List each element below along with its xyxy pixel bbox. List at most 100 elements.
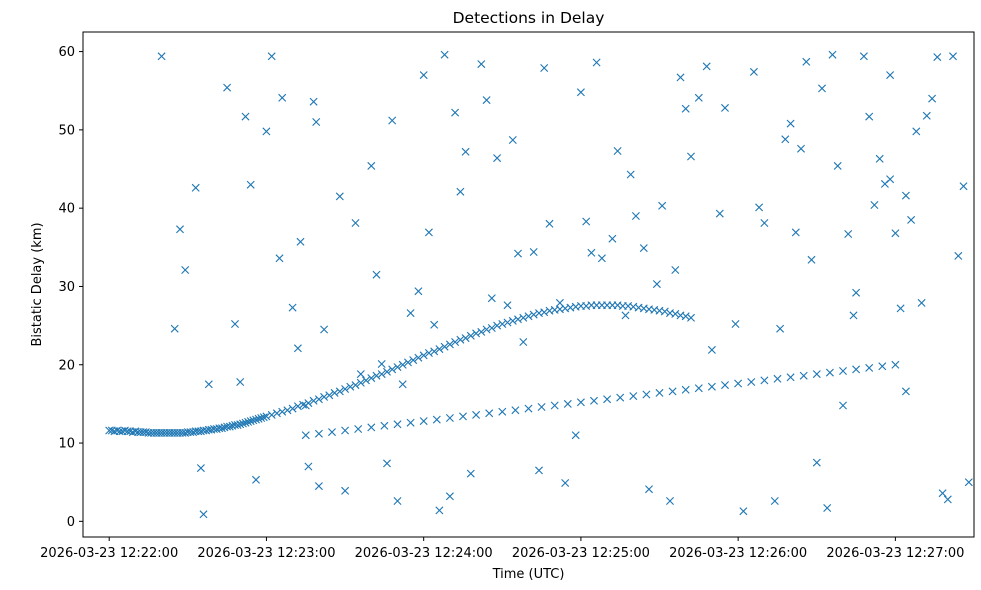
y-tick-label: 30	[58, 280, 75, 295]
data-point	[314, 395, 323, 404]
y-tick-label: 50	[58, 123, 75, 138]
data-point	[514, 315, 522, 324]
data-point	[393, 363, 402, 372]
data-point	[346, 382, 355, 391]
data-point	[466, 331, 475, 340]
data-point	[587, 248, 596, 257]
data-point	[451, 338, 460, 346]
data-point	[514, 249, 522, 258]
data-point	[272, 409, 281, 418]
data-point	[912, 127, 921, 136]
data-point	[825, 368, 834, 377]
data-point	[278, 93, 287, 102]
data-point	[917, 298, 926, 307]
data-point	[498, 320, 507, 328]
data-point	[487, 324, 496, 332]
data-point	[409, 356, 418, 365]
data-point	[671, 266, 680, 274]
data-point	[461, 147, 470, 156]
data-point	[445, 492, 454, 501]
data-point	[545, 219, 554, 228]
data-point	[666, 497, 674, 505]
data-point	[246, 417, 255, 426]
data-point	[498, 407, 507, 416]
data-point	[459, 412, 467, 421]
data-point	[631, 212, 640, 220]
data-point	[362, 376, 370, 385]
data-point	[231, 320, 239, 328]
data-point	[314, 482, 323, 491]
data-point	[445, 414, 454, 422]
data-point	[388, 365, 397, 374]
data-point	[508, 316, 517, 325]
data-point	[707, 345, 716, 354]
data-point	[886, 71, 895, 80]
data-point	[456, 187, 465, 196]
data-point	[472, 410, 481, 419]
data-point	[398, 380, 407, 389]
x-axis-label: Time (UTC)	[492, 567, 565, 582]
data-point	[372, 270, 381, 279]
data-point	[493, 154, 502, 163]
data-point	[451, 108, 460, 117]
data-point	[296, 237, 305, 246]
data-point	[293, 344, 302, 353]
data-point	[320, 392, 329, 401]
data-point	[278, 407, 287, 416]
data-point	[540, 64, 549, 72]
data-point	[849, 311, 858, 320]
data-point	[430, 320, 439, 329]
data-point	[833, 161, 842, 170]
data-point	[262, 127, 271, 136]
data-point	[372, 371, 381, 380]
data-point	[828, 50, 837, 59]
data-point	[288, 404, 297, 413]
data-point	[535, 466, 543, 475]
data-point	[621, 311, 630, 320]
data-point	[747, 378, 756, 386]
data-point	[901, 191, 910, 200]
data-point	[922, 111, 931, 120]
data-point	[233, 421, 242, 429]
y-tick-label: 20	[58, 358, 75, 373]
data-point	[456, 335, 465, 344]
data-point	[320, 325, 329, 334]
data-point	[608, 234, 617, 243]
data-point	[477, 60, 486, 69]
data-point	[511, 406, 520, 415]
data-point	[694, 93, 703, 102]
data-point	[681, 385, 690, 394]
data-point	[870, 201, 879, 209]
data-point	[312, 118, 321, 126]
data-point	[582, 217, 591, 226]
data-point	[335, 192, 344, 201]
data-point	[223, 83, 232, 92]
data-point	[377, 360, 386, 368]
data-point	[639, 244, 648, 253]
plot-frame	[82, 31, 975, 538]
data-point	[335, 387, 344, 396]
data-point	[655, 388, 664, 397]
data-point	[739, 507, 748, 516]
y-tick-label: 40	[58, 202, 75, 217]
data-point	[859, 52, 868, 61]
data-point	[262, 412, 271, 421]
data-point	[668, 387, 677, 396]
data-point	[461, 334, 470, 343]
data-point	[852, 288, 861, 297]
data-point	[330, 388, 339, 397]
data-point	[217, 424, 226, 433]
data-point	[671, 309, 680, 318]
data-point	[404, 358, 412, 367]
data-point	[424, 228, 433, 237]
data-point	[576, 398, 585, 407]
data-point	[367, 374, 376, 383]
data-point	[571, 431, 580, 440]
x-tick-label: 2026-03-23 12:23:00	[197, 546, 335, 561]
data-point	[865, 112, 874, 121]
data-point	[721, 103, 729, 112]
data-point	[176, 225, 184, 234]
data-point	[299, 400, 308, 409]
data-point	[529, 248, 538, 256]
